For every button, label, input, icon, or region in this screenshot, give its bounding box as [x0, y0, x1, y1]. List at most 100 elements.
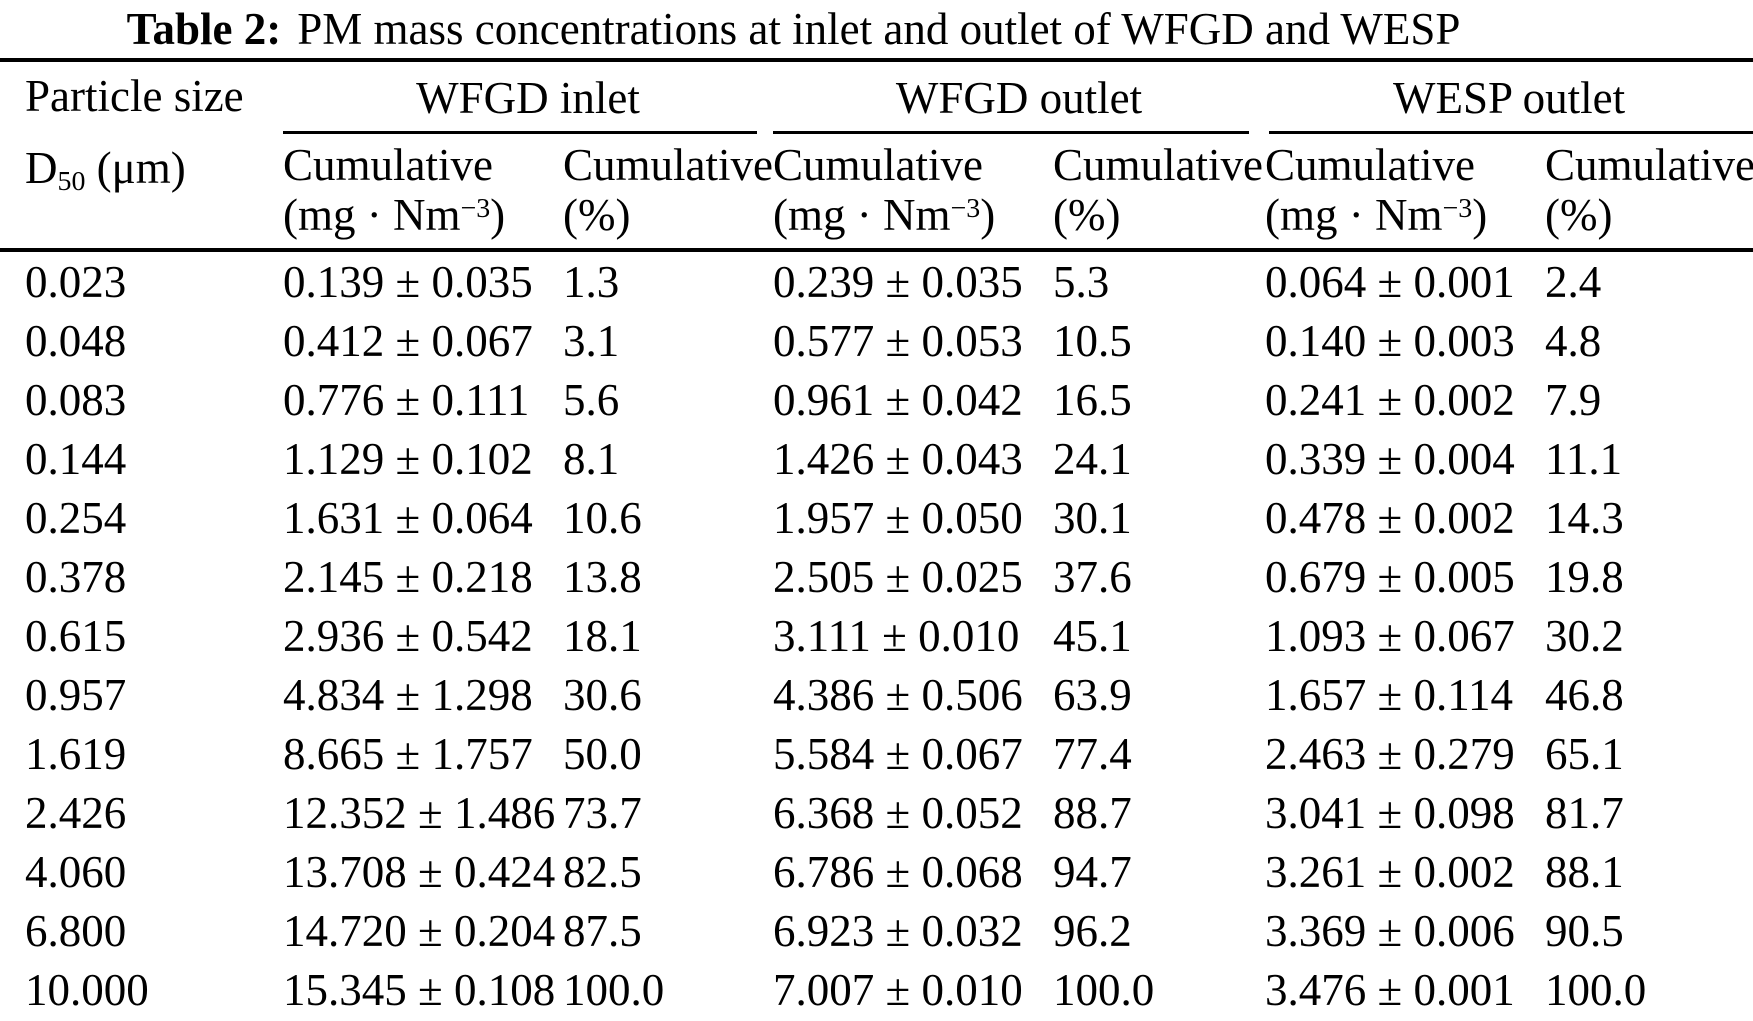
pct-unit: (%) [563, 190, 631, 240]
table-row: 0.254 1.631 ± 0.064 10.6 1.957 ± 0.050 3… [0, 488, 1753, 547]
table-row: 0.957 4.834 ± 1.298 30.6 4.386 ± 0.506 6… [0, 665, 1753, 724]
pm-mass-concentration-table: Particle size D50 (μm) WFGD inlet WFGD o… [0, 58, 1753, 1019]
cell-wfgd-inlet-percent: 100.0 [563, 964, 665, 1015]
cell-wfgd-inlet-concentration: 12.352 ± 1.486 [283, 787, 556, 838]
cell-wfgd-inlet-concentration: 2.145 ± 0.218 [283, 551, 533, 602]
cell-wfgd-inlet-percent: 5.6 [563, 374, 620, 425]
cell-wfgd-outlet-percent: 5.3 [1053, 256, 1110, 307]
cumulative-label: Cumulative [1265, 140, 1476, 190]
cell-wesp-outlet-concentration: 0.339 ± 0.004 [1265, 433, 1515, 484]
cell-wfgd-outlet-percent: 63.9 [1053, 669, 1132, 720]
cell-wfgd-outlet-concentration: 0.577 ± 0.053 [773, 315, 1023, 366]
cell-wfgd-inlet-percent: 1.3 [563, 256, 620, 307]
cell-wesp-outlet-percent: 4.8 [1545, 315, 1602, 366]
cell-wfgd-inlet-concentration: 0.776 ± 0.111 [283, 374, 530, 425]
cell-wfgd-outlet-percent: 88.7 [1053, 787, 1132, 838]
cell-wfgd-outlet-concentration: 7.007 ± 0.010 [773, 964, 1023, 1015]
cell-wesp-outlet-concentration: 3.476 ± 0.001 [1265, 964, 1515, 1015]
cell-wfgd-inlet-concentration: 14.720 ± 0.204 [283, 905, 556, 956]
cell-wfgd-inlet-concentration: 4.834 ± 1.298 [283, 669, 533, 720]
cell-wfgd-inlet-concentration: 1.129 ± 0.102 [283, 433, 533, 484]
d50-symbol: D [25, 143, 58, 193]
paper-table-page: Table 2: PM mass concentrations at inlet … [0, 4, 1753, 1021]
cell-wfgd-outlet-concentration: 4.386 ± 0.506 [773, 669, 1023, 720]
table-row: 0.615 2.936 ± 0.542 18.1 3.111 ± 0.010 4… [0, 606, 1753, 665]
cell-wfgd-outlet-percent: 96.2 [1053, 905, 1132, 956]
conc-unit-pre: (mg · Nm [1265, 190, 1443, 240]
col-header-wfgd-inlet-pct: Cumulative (%) [563, 134, 774, 252]
group-label-wfgd-inlet: WFGD inlet [416, 73, 640, 123]
table-row: 6.800 14.720 ± 0.204 87.5 6.923 ± 0.032 … [0, 901, 1753, 960]
cell-wesp-outlet-concentration: 0.140 ± 0.003 [1265, 315, 1515, 366]
col-header-particle-size: Particle size D50 (μm) [0, 60, 283, 252]
table-header: Particle size D50 (μm) WFGD inlet WFGD o… [0, 60, 1753, 252]
pct-unit: (%) [1545, 190, 1613, 240]
cell-wfgd-inlet-percent: 8.1 [563, 433, 620, 484]
cell-wesp-outlet-concentration: 2.463 ± 0.279 [1265, 728, 1515, 779]
cell-particle-size: 0.023 [25, 256, 127, 307]
cell-wesp-outlet-concentration: 0.241 ± 0.002 [1265, 374, 1515, 425]
cell-wfgd-inlet-percent: 73.7 [563, 787, 642, 838]
conc-unit-post: ) [1472, 190, 1488, 240]
cell-wesp-outlet-concentration: 0.679 ± 0.005 [1265, 551, 1515, 602]
cell-wfgd-inlet-concentration: 15.345 ± 0.108 [283, 964, 556, 1015]
cell-wfgd-inlet-concentration: 13.708 ± 0.424 [283, 846, 556, 897]
cell-wesp-outlet-concentration: 3.369 ± 0.006 [1265, 905, 1515, 956]
col-header-wesp-outlet-pct: Cumulative (%) [1545, 134, 1753, 252]
particle-size-label: Particle size [25, 71, 244, 121]
cell-wesp-outlet-percent: 90.5 [1545, 905, 1624, 956]
cell-particle-size: 1.619 [25, 728, 127, 779]
cell-particle-size: 4.060 [25, 846, 127, 897]
cell-wfgd-outlet-concentration: 2.505 ± 0.025 [773, 551, 1023, 602]
cell-wfgd-inlet-percent: 3.1 [563, 315, 620, 366]
table-row: 0.023 0.139 ± 0.035 1.3 0.239 ± 0.035 5.… [0, 250, 1753, 311]
cumulative-label: Cumulative [773, 140, 983, 190]
cell-wfgd-inlet-concentration: 2.936 ± 0.542 [283, 610, 533, 661]
group-label-wesp-outlet: WESP outlet [1393, 73, 1626, 123]
cell-wesp-outlet-percent: 88.1 [1545, 846, 1624, 897]
conc-unit: (mg · Nm−3) [283, 190, 505, 240]
cell-wesp-outlet-concentration: 3.041 ± 0.098 [1265, 787, 1515, 838]
cell-wesp-outlet-concentration: 0.064 ± 0.001 [1265, 256, 1515, 307]
cell-particle-size: 2.426 [25, 787, 127, 838]
cell-wfgd-inlet-concentration: 1.631 ± 0.064 [283, 492, 533, 543]
cumulative-label: Cumulative [1545, 140, 1753, 190]
cell-particle-size: 0.144 [25, 433, 127, 484]
cell-wfgd-outlet-concentration: 0.961 ± 0.042 [773, 374, 1023, 425]
table-caption: Table 2: PM mass concentrations at inlet … [0, 4, 1587, 54]
conc-unit-pre: (mg · Nm [283, 190, 461, 240]
cell-wfgd-inlet-concentration: 0.412 ± 0.067 [283, 315, 533, 366]
cell-wfgd-outlet-concentration: 3.111 ± 0.010 [773, 610, 1020, 661]
cell-wfgd-outlet-concentration: 1.957 ± 0.050 [773, 492, 1023, 543]
d50-unit: (μm) [85, 143, 186, 193]
cell-wfgd-inlet-percent: 30.6 [563, 669, 642, 720]
cell-wesp-outlet-percent: 19.8 [1545, 551, 1624, 602]
col-header-wesp-outlet-conc: Cumulative (mg · Nm−3) [1265, 134, 1546, 252]
cell-particle-size: 6.800 [25, 905, 127, 956]
cumulative-label: Cumulative [283, 140, 493, 190]
sub-header-row: Cumulative (mg · Nm−3) Cumulative (%) Cu… [0, 134, 1753, 252]
table-body: 0.023 0.139 ± 0.035 1.3 0.239 ± 0.035 5.… [0, 250, 1753, 1019]
group-header-row: Particle size D50 (μm) WFGD inlet WFGD o… [0, 60, 1753, 252]
group-label-wfgd-outlet: WFGD outlet [895, 73, 1143, 123]
table-row: 0.144 1.129 ± 0.102 8.1 1.426 ± 0.043 24… [0, 429, 1753, 488]
cell-particle-size: 0.048 [25, 315, 127, 366]
cell-wesp-outlet-concentration: 0.478 ± 0.002 [1265, 492, 1515, 543]
cell-wfgd-outlet-percent: 10.5 [1053, 315, 1132, 366]
conc-unit-exponent: −3 [460, 193, 491, 225]
cell-wfgd-outlet-percent: 24.1 [1053, 433, 1132, 484]
cell-wfgd-outlet-percent: 77.4 [1053, 728, 1132, 779]
cell-wfgd-outlet-percent: 94.7 [1053, 846, 1132, 897]
cell-wfgd-outlet-percent: 30.1 [1053, 492, 1132, 543]
cumulative-label: Cumulative [1053, 140, 1263, 190]
cell-particle-size: 10.000 [25, 964, 149, 1015]
cell-wesp-outlet-concentration: 1.657 ± 0.114 [1265, 669, 1514, 720]
cell-particle-size: 0.615 [25, 610, 127, 661]
cell-wesp-outlet-concentration: 3.261 ± 0.002 [1265, 846, 1515, 897]
cell-particle-size: 0.957 [25, 669, 127, 720]
cell-wesp-outlet-percent: 2.4 [1545, 256, 1602, 307]
table-row: 0.083 0.776 ± 0.111 5.6 0.961 ± 0.042 16… [0, 370, 1753, 429]
conc-unit: (mg · Nm−3) [773, 190, 995, 240]
cell-wfgd-inlet-percent: 87.5 [563, 905, 642, 956]
cell-particle-size: 0.378 [25, 551, 127, 602]
